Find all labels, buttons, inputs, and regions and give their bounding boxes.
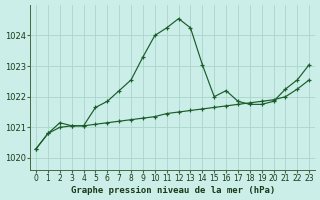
X-axis label: Graphe pression niveau de la mer (hPa): Graphe pression niveau de la mer (hPa) (70, 186, 275, 195)
